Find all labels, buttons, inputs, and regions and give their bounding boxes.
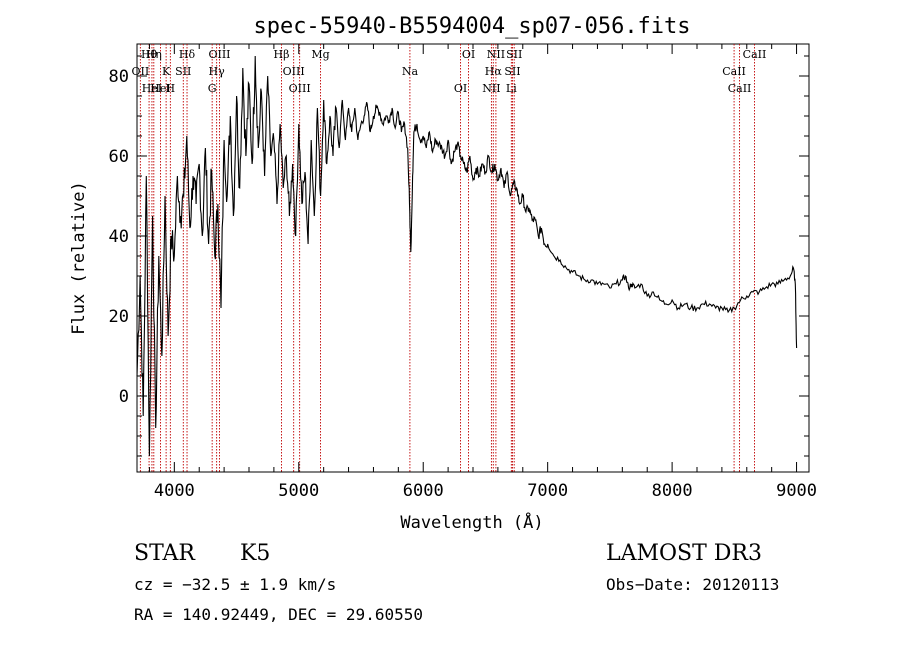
emission-line-label: K — [162, 65, 171, 78]
x-tick-label: 4000 — [154, 481, 195, 501]
x-tick-label: 5000 — [278, 481, 319, 501]
emission-line-label: CaII — [722, 65, 746, 78]
emission-line-label: Hβ — [274, 48, 290, 61]
spectrum-series — [136, 55, 798, 457]
emission-line-labels: HθOIIHeIHηKHHδSIIHeIOIIIHγGHβOIIIOIIIMgN… — [132, 48, 767, 95]
emission-line-label: CaII — [743, 48, 767, 61]
x-tick-label: 6000 — [403, 481, 444, 501]
emission-line-label: OI — [454, 82, 467, 95]
axis-ticks: 4000 5000 6000 7000 8000 9000 0 20 40 60 80 — [109, 44, 817, 501]
emission-line-markers — [139, 44, 755, 472]
redshift-velocity: cz = −32.5 ± 1.9 km/s — [134, 575, 336, 594]
emission-line-label: OIII — [208, 48, 230, 61]
emission-line-label: Hθ — [141, 48, 158, 61]
x-tick-label: 8000 — [652, 481, 693, 501]
emission-line-label: SII — [175, 65, 191, 78]
observation-date: Obs−Date: 20120113 — [606, 575, 779, 594]
emission-line-label: CaII — [728, 82, 752, 95]
y-tick-label: 40 — [109, 227, 129, 247]
y-tick-label: 0 — [119, 387, 129, 407]
emission-line-label: Hα — [485, 65, 503, 78]
object-subclass: K5 — [240, 541, 270, 566]
emission-line-label: OII — [132, 65, 150, 78]
emission-line-label: Na — [402, 65, 419, 78]
emission-line-label: SII — [506, 48, 522, 61]
y-tick-label: 80 — [109, 67, 129, 87]
emission-line-label: HeI — [142, 82, 162, 95]
x-tick-label: 9000 — [776, 481, 817, 501]
emission-line-label: Hη — [146, 48, 162, 61]
y-axis-label: Flux (relative) — [69, 181, 89, 335]
y-tick-label: 60 — [109, 147, 129, 167]
emission-line-label: HeI — [150, 82, 170, 95]
emission-line-label: OI — [462, 48, 475, 61]
emission-line-label: Hδ — [179, 48, 196, 61]
emission-line-label: Mg — [311, 48, 329, 61]
chart-title: spec-55940-B5594004_sp07-056.fits — [253, 14, 690, 39]
emission-line-label: NII — [487, 48, 505, 61]
emission-line-label: SII — [504, 65, 520, 78]
spectrum-line — [136, 55, 798, 457]
emission-line-label: OIII — [289, 82, 311, 95]
emission-line-label: NII — [482, 82, 500, 95]
object-class: STAR — [134, 541, 196, 566]
coordinates: RA = 140.92449, DEC = 29.60550 — [134, 605, 423, 624]
survey-name: LAMOST DR3 — [606, 541, 762, 566]
emission-line-label: OIII — [283, 65, 305, 78]
emission-line-label: Li — [506, 82, 517, 95]
x-tick-label: 7000 — [527, 481, 568, 501]
emission-line-label: G — [208, 82, 217, 95]
y-tick-label: 20 — [109, 307, 129, 327]
emission-line-label: H — [166, 82, 176, 95]
emission-line-label: Hγ — [209, 65, 226, 78]
x-axis-label: Wavelength (Å) — [400, 511, 543, 533]
